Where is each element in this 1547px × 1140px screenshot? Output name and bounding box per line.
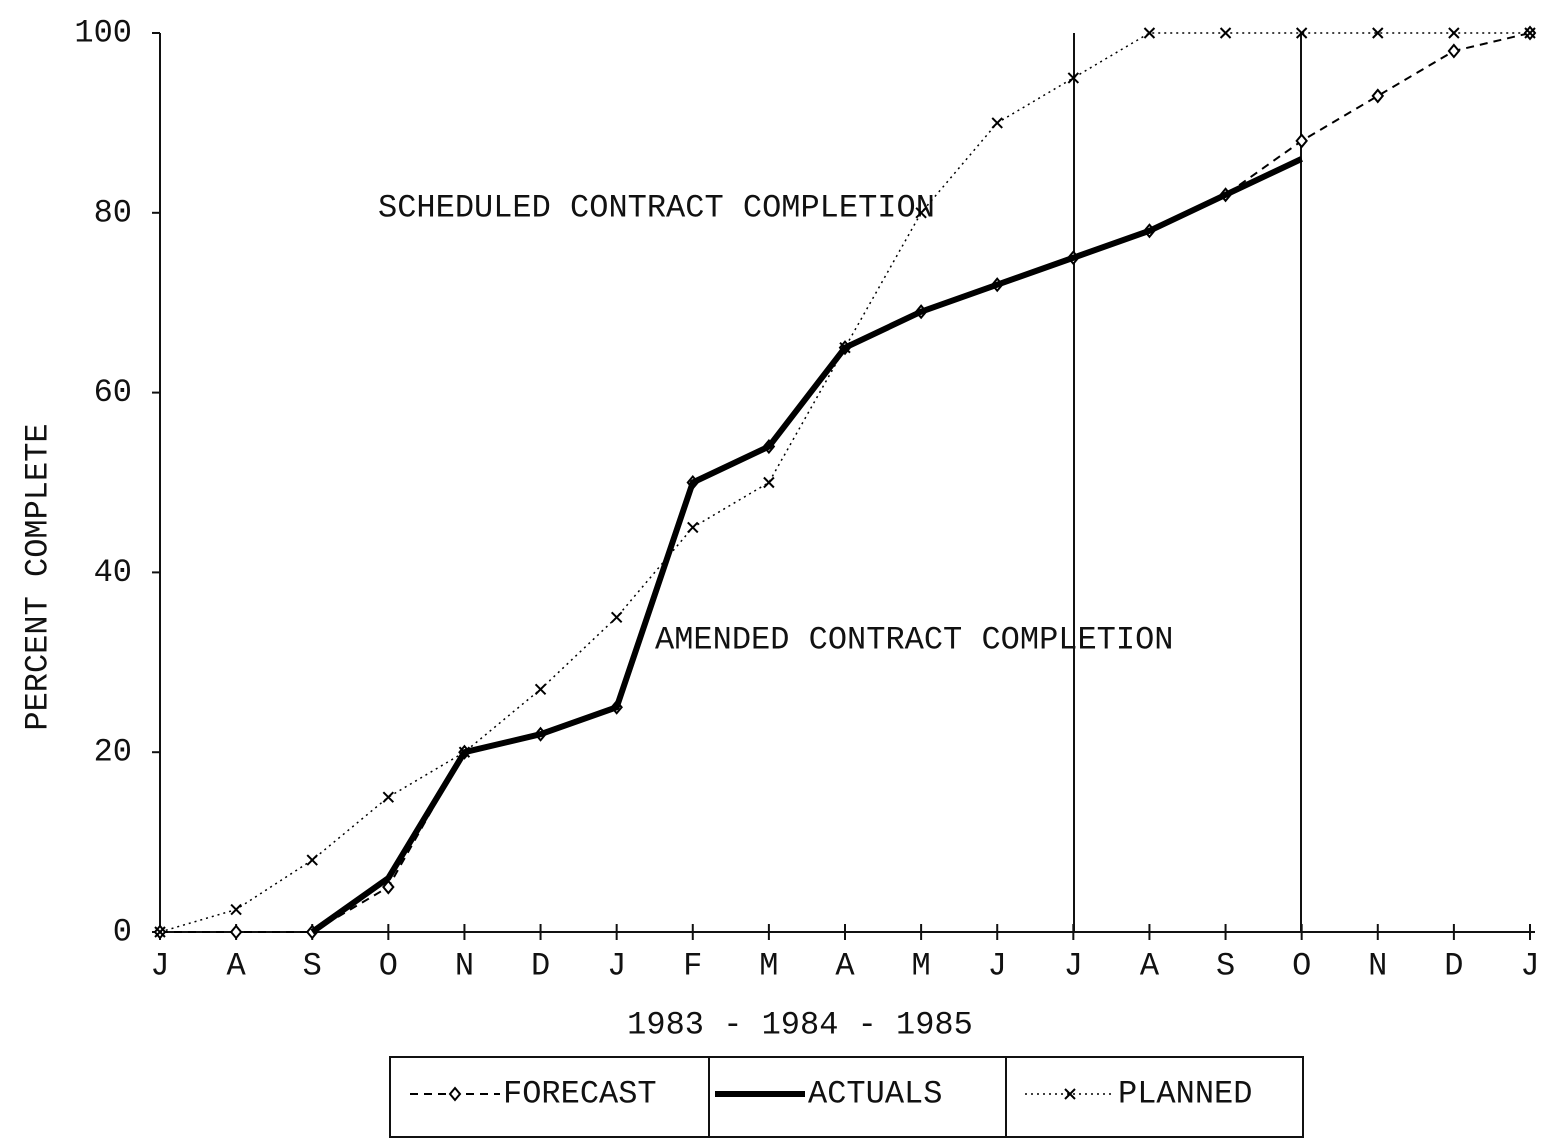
marker-x [1064,1088,1076,1100]
marker-x [1448,27,1460,39]
marker-diamond [1371,88,1385,104]
marker-x [534,683,547,695]
x-tick-label: J [1520,947,1539,984]
y-tick-label: 80 [94,194,132,231]
y-axis-label: PERCENT COMPLETE [19,423,56,730]
x-tick-label: S [1216,947,1235,984]
marker-x [610,611,623,624]
marker-x [1067,72,1080,84]
x-tick-label: J [607,947,626,984]
marker-x [154,926,166,938]
marker-diamond [448,1086,462,1102]
x-tick-label: J [988,947,1007,984]
legend-label: FORECAST [503,1075,657,1112]
annotation: AMENDED CONTRACT COMPLETION [655,621,1173,658]
x-tick-label: M [912,947,931,984]
marker-x [1524,27,1536,39]
x-tick-label: J [150,947,169,984]
y-tick-label: 20 [94,734,132,771]
marker-x [915,207,927,219]
x-tick-label: M [759,947,778,984]
x-tick-label: A [835,947,855,984]
legend [389,1056,1304,1138]
x-tick-label: A [1140,947,1160,984]
marker-x [687,521,699,534]
marker-x [763,476,775,489]
y-tick-label: 100 [74,14,132,51]
x-tick-label: O [379,947,398,984]
x-tick-label: J [1064,947,1083,984]
x-tick-label: A [227,947,247,984]
marker-x [839,341,851,354]
marker-x [1219,27,1232,39]
marker-diamond [229,924,243,940]
x-axis-label: 1983 - 1984 - 1985 [627,1006,973,1043]
x-tick-label: N [1368,947,1387,984]
marker-x [991,117,1003,129]
annotation: SCHEDULED CONTRACT COMPLETION [378,189,935,226]
marker-x [1372,27,1384,39]
series-line [160,32,1531,933]
x-tick-label: F [683,947,702,984]
x-tick-label: O [1292,947,1311,984]
marker-x [382,791,395,803]
y-tick-label: 0 [113,913,132,950]
x-tick-label: S [303,947,322,984]
y-tick-label: 40 [94,554,132,591]
legend-label: ACTUALS [808,1075,942,1112]
x-tick-label: D [1444,947,1463,984]
marker-x [1295,27,1308,39]
marker-x [1143,27,1156,39]
marker-diamond [382,879,395,895]
marker-x [306,854,318,866]
y-tick-label: 60 [94,374,132,411]
marker-diamond [1447,43,1461,59]
x-tick-label: N [455,947,474,984]
series-line [310,156,1303,935]
marker-x [230,903,242,916]
x-tick-label: D [531,947,550,984]
marker-x [458,746,471,758]
legend-label: PLANNED [1118,1075,1252,1112]
marker-diamond [1295,133,1308,149]
series-line [159,32,1530,933]
